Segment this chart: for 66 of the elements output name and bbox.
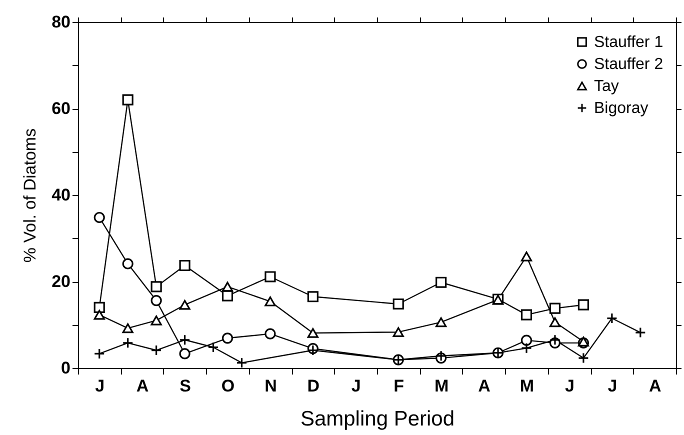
point <box>179 348 190 360</box>
point <box>94 302 105 313</box>
point <box>222 332 234 344</box>
point <box>222 290 234 302</box>
x-tick-label: S <box>180 376 191 396</box>
x-tick-label: A <box>136 376 149 396</box>
point <box>94 348 105 360</box>
x-tick-label: A <box>649 376 662 396</box>
x-axis-title: Sampling Period <box>300 408 455 430</box>
point <box>549 334 561 346</box>
point <box>264 271 276 282</box>
y-tick-label: 20 <box>52 272 70 291</box>
x-tick-label: F <box>394 376 404 396</box>
point <box>549 317 561 328</box>
point <box>122 323 134 334</box>
point <box>179 260 190 272</box>
point <box>307 291 318 302</box>
x-tick-label: D <box>307 376 320 396</box>
point <box>94 310 105 320</box>
point <box>578 299 589 310</box>
point <box>436 276 447 288</box>
x-tick-label: M <box>434 376 449 396</box>
point <box>520 252 532 262</box>
point <box>549 302 561 314</box>
point <box>264 296 276 306</box>
point <box>436 317 447 328</box>
legend-label: Tay <box>594 78 619 95</box>
y-tick-label: 80 <box>52 12 70 32</box>
point <box>606 312 618 324</box>
point <box>222 282 234 292</box>
x-tick-label: J <box>351 376 361 396</box>
x-tick-label: N <box>264 376 277 396</box>
point <box>208 342 219 353</box>
point <box>122 94 134 106</box>
point <box>392 298 404 310</box>
point <box>150 316 162 326</box>
point <box>307 328 318 338</box>
legend-label: Bigoray <box>594 100 648 117</box>
point <box>150 294 162 306</box>
x-tick-label: J <box>95 376 105 396</box>
point <box>392 327 404 338</box>
point <box>236 357 248 368</box>
point <box>150 281 162 292</box>
x-tick-label: J <box>608 376 618 396</box>
point <box>578 352 589 364</box>
y-tick-label: 0 <box>61 358 70 378</box>
x-tick-label: A <box>478 376 490 396</box>
point <box>94 212 105 224</box>
point <box>122 337 134 348</box>
y-tick-label: 60 <box>52 99 70 118</box>
y-tick-label: 40 <box>52 186 70 204</box>
point <box>520 342 532 354</box>
point <box>179 300 190 310</box>
point <box>264 328 276 340</box>
point <box>520 309 532 320</box>
point <box>520 334 532 346</box>
y-axis-title: % Vol. of Diatoms <box>20 128 40 263</box>
point <box>122 258 134 270</box>
x-tick-label: M <box>520 376 534 396</box>
x-tick-label: J <box>564 376 574 396</box>
point <box>634 326 646 338</box>
legend-label: Stauffer 2 <box>594 56 664 73</box>
legend-label: Stauffer 1 <box>594 34 664 51</box>
point <box>150 344 162 356</box>
x-tick-label: O <box>221 376 235 396</box>
point <box>179 334 190 346</box>
